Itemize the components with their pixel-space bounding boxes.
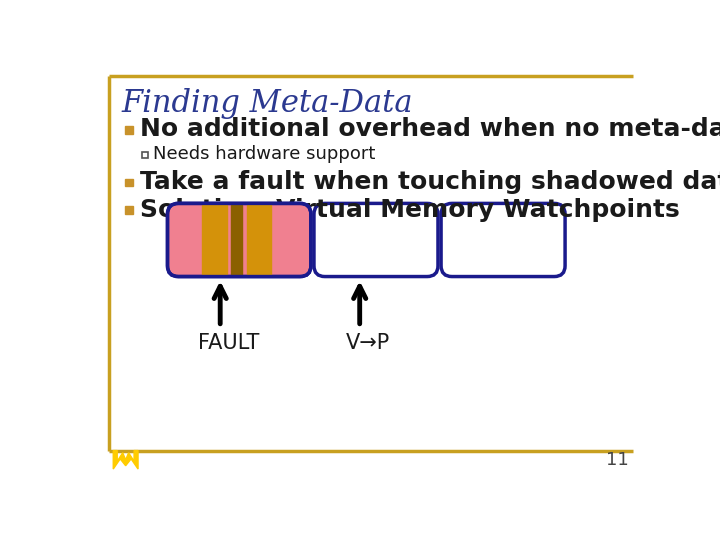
- Text: Solution: Virtual Memory Watchpoints: Solution: Virtual Memory Watchpoints: [140, 198, 680, 221]
- FancyBboxPatch shape: [314, 204, 438, 276]
- Bar: [142, 152, 148, 158]
- FancyBboxPatch shape: [441, 204, 565, 276]
- Text: Finding Meta-Data: Finding Meta-Data: [121, 88, 413, 119]
- Text: Needs hardware support: Needs hardware support: [153, 145, 375, 163]
- Text: FAULT: FAULT: [199, 333, 260, 353]
- Text: 11: 11: [606, 451, 629, 469]
- Bar: [231, 205, 242, 275]
- Text: Take a fault when touching shadowed data: Take a fault when touching shadowed data: [140, 170, 720, 194]
- FancyBboxPatch shape: [168, 204, 311, 276]
- Bar: [125, 179, 132, 186]
- Text: V→P: V→P: [346, 333, 390, 353]
- Bar: [125, 126, 132, 134]
- Text: No additional overhead when no meta-data: No additional overhead when no meta-data: [140, 118, 720, 141]
- Bar: [202, 205, 228, 275]
- Polygon shape: [113, 450, 138, 469]
- Bar: [125, 206, 132, 214]
- Bar: [246, 205, 271, 275]
